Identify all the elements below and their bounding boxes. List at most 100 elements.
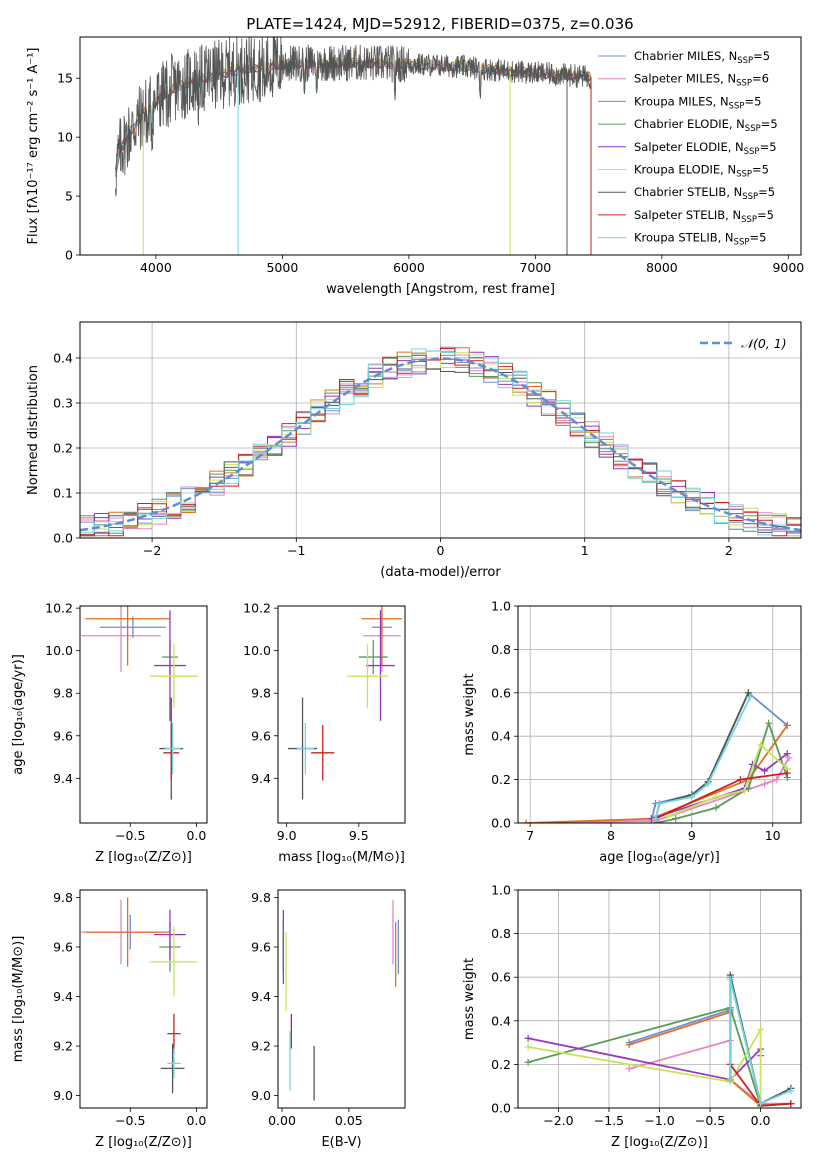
errorbar-kroupa-miles (85, 897, 170, 967)
errorbar-kroupa-miles (85, 606, 170, 666)
legend-label-main: Salpeter ELODIE, N (634, 140, 744, 154)
y-axis-label: Flux [fλ10⁻¹⁷ erg cm⁻² s⁻¹ A⁻¹] (26, 48, 41, 245)
series-line (527, 1026, 762, 1106)
y-tick-label: 0.6 (491, 685, 511, 700)
legend-label-tail: =5 (753, 49, 770, 63)
y-tick-label: 9.4 (251, 771, 271, 786)
y-tick-label: 0.8 (491, 926, 511, 941)
y-tick-label: 9.6 (251, 728, 271, 743)
legend-label-tail: =5 (761, 117, 778, 131)
y-tick-label: 0.8 (491, 642, 511, 657)
x-tick-label: 1 (581, 543, 589, 558)
x-tick-label: −1.5 (594, 1113, 624, 1128)
axes-frame (79, 605, 208, 824)
y-tick-label: 0.4 (491, 1013, 511, 1028)
point-marker (524, 1043, 532, 1051)
legend-label-kroupa-stelib: Kroupa STELIB, NSSP=5 (634, 231, 766, 248)
legend-label-sub: SSP (729, 101, 745, 111)
y-axis-label: mass [log₁₀(M/M⊙)] (11, 936, 26, 1063)
panel-weight_vs_age: 7 8 9 10 0.0 0.2 0.4 0.6 0.8 1.0 age [log₁₀(age/yr… (462, 599, 802, 865)
point-marker (524, 1034, 532, 1042)
x-tick-label: 6000 (393, 260, 425, 275)
series-line (655, 720, 789, 823)
y-tick-label: 0.0 (491, 1101, 511, 1116)
plot-area-mass_vs_ebv (282, 899, 399, 1101)
point-marker (656, 799, 663, 807)
y-tick-label: 15 (57, 71, 73, 86)
point-marker (783, 750, 791, 758)
y-tick-label: 10.2 (243, 601, 271, 616)
y-tick-label: 9.2 (53, 1039, 73, 1054)
errorbar-salpeter-stelib (311, 725, 335, 781)
legend-label-kroupa-elodie: Kroupa ELODIE, NSSP=5 (634, 163, 769, 180)
errorbar-chabrier-miles (99, 616, 166, 638)
legend-label-salpeter-miles: Salpeter MILES, NSSP=6 (634, 72, 769, 89)
y-tick-label: 0.2 (53, 441, 73, 456)
x-axis-label: Z [log₁₀(Z/Z⊙)] (611, 1135, 708, 1150)
residuals-legend: 𝒩(0, 1) (700, 336, 787, 351)
y-tick-label: 10 (57, 130, 73, 145)
point-marker (761, 767, 769, 775)
y-axis-label: mass weight (462, 958, 477, 1040)
legend-label-chabrier-stelib: Chabrier STELIB, NSSP=5 (634, 185, 775, 202)
y-tick-label: 0.3 (53, 396, 73, 411)
y-tick-label: 10.0 (45, 643, 73, 658)
point-marker (524, 1058, 532, 1066)
plot-area-weight_vs_Z (524, 971, 795, 1108)
legend-label-main: Kroupa STELIB, N (634, 231, 734, 245)
legend-label-salpeter-elodie: Salpeter ELODIE, NSSP=5 (634, 140, 777, 157)
y-tick-label: 9.4 (53, 771, 73, 786)
y-tick-label: 1.0 (491, 599, 511, 614)
legend-label-main: Kroupa ELODIE, N (634, 163, 736, 177)
plot-area-age_vs_mass (288, 606, 403, 800)
series-kroupa-stelib (651, 693, 754, 823)
x-tick-label: 4000 (140, 260, 172, 275)
errorbar-kroupa-elodie (347, 644, 388, 709)
errorbar-kroupa-elodie (150, 644, 198, 709)
legend-label-chabrier-miles: Chabrier MILES, NSSP=5 (634, 49, 770, 66)
y-tick-label: 5 (65, 189, 73, 204)
errorbar-salpeter-elodie (366, 610, 395, 721)
x-tick-label: −2.0 (543, 1113, 573, 1128)
x-axis-label: E(B-V) (321, 1135, 361, 1150)
legend-label-sub: SSP (742, 192, 758, 202)
y-tick-label: 9.8 (251, 686, 271, 701)
x-tick-label: 0.0 (751, 1113, 771, 1128)
figure-title: PLATE=1424, MJD=52912, FIBERID=0375, z=0… (246, 15, 633, 33)
x-tick-label: 9 (688, 828, 696, 843)
x-tick-label: −0.5 (695, 1113, 725, 1128)
legend-label-sub: SSP (734, 238, 750, 248)
plot-area-residuals (80, 346, 801, 537)
x-tick-label: 8 (607, 828, 615, 843)
errorbar-kroupa-stelib (164, 723, 181, 775)
plot-area-age_vs_Z (81, 606, 198, 800)
legend-label-kroupa-miles: Kroupa MILES, NSSP=5 (634, 94, 761, 111)
legend-label-main: Chabrier STELIB, N (634, 185, 742, 199)
axes-frame (277, 889, 406, 1109)
legend-label-sub: SSP (736, 170, 752, 180)
gaussian-reference-curve (80, 357, 801, 532)
errorbar-salpeter-elodie (154, 909, 186, 960)
y-tick-label: 0.4 (491, 729, 511, 744)
plot-area-spectrum (114, 37, 592, 255)
errorbar-kroupa-stelib (167, 1048, 181, 1079)
point-marker (736, 776, 744, 784)
y-tick-label: 9.2 (251, 1039, 271, 1054)
x-tick-label: 9000 (772, 260, 804, 275)
panel-age_vs_Z: −0.5 0.0 9.4 9.6 9.8 10.0 10.2 Z [log₁₀(Z/Z⊙)] a… (11, 601, 208, 865)
x-tick-label: −2 (143, 543, 161, 558)
legend-label-tail: =5 (760, 140, 777, 154)
axes-frame (79, 36, 802, 256)
point-marker (672, 815, 680, 823)
point-marker (726, 1076, 734, 1084)
legend-label-sub: SSP (745, 124, 761, 134)
legend-label-tail: =5 (757, 208, 774, 222)
point-marker (783, 769, 791, 777)
axes-frame (277, 605, 406, 824)
point-marker (746, 693, 754, 701)
panel-residuals: −2 −1 0 1 2 0.0 0.1 0.2 0.3 0.4 (data-model)/error… (26, 321, 802, 580)
x-tick-label: 0.0 (186, 828, 206, 843)
axes-frame (517, 605, 802, 824)
point-marker (625, 1041, 633, 1049)
legend-label-main: Kroupa MILES, N (634, 94, 729, 108)
